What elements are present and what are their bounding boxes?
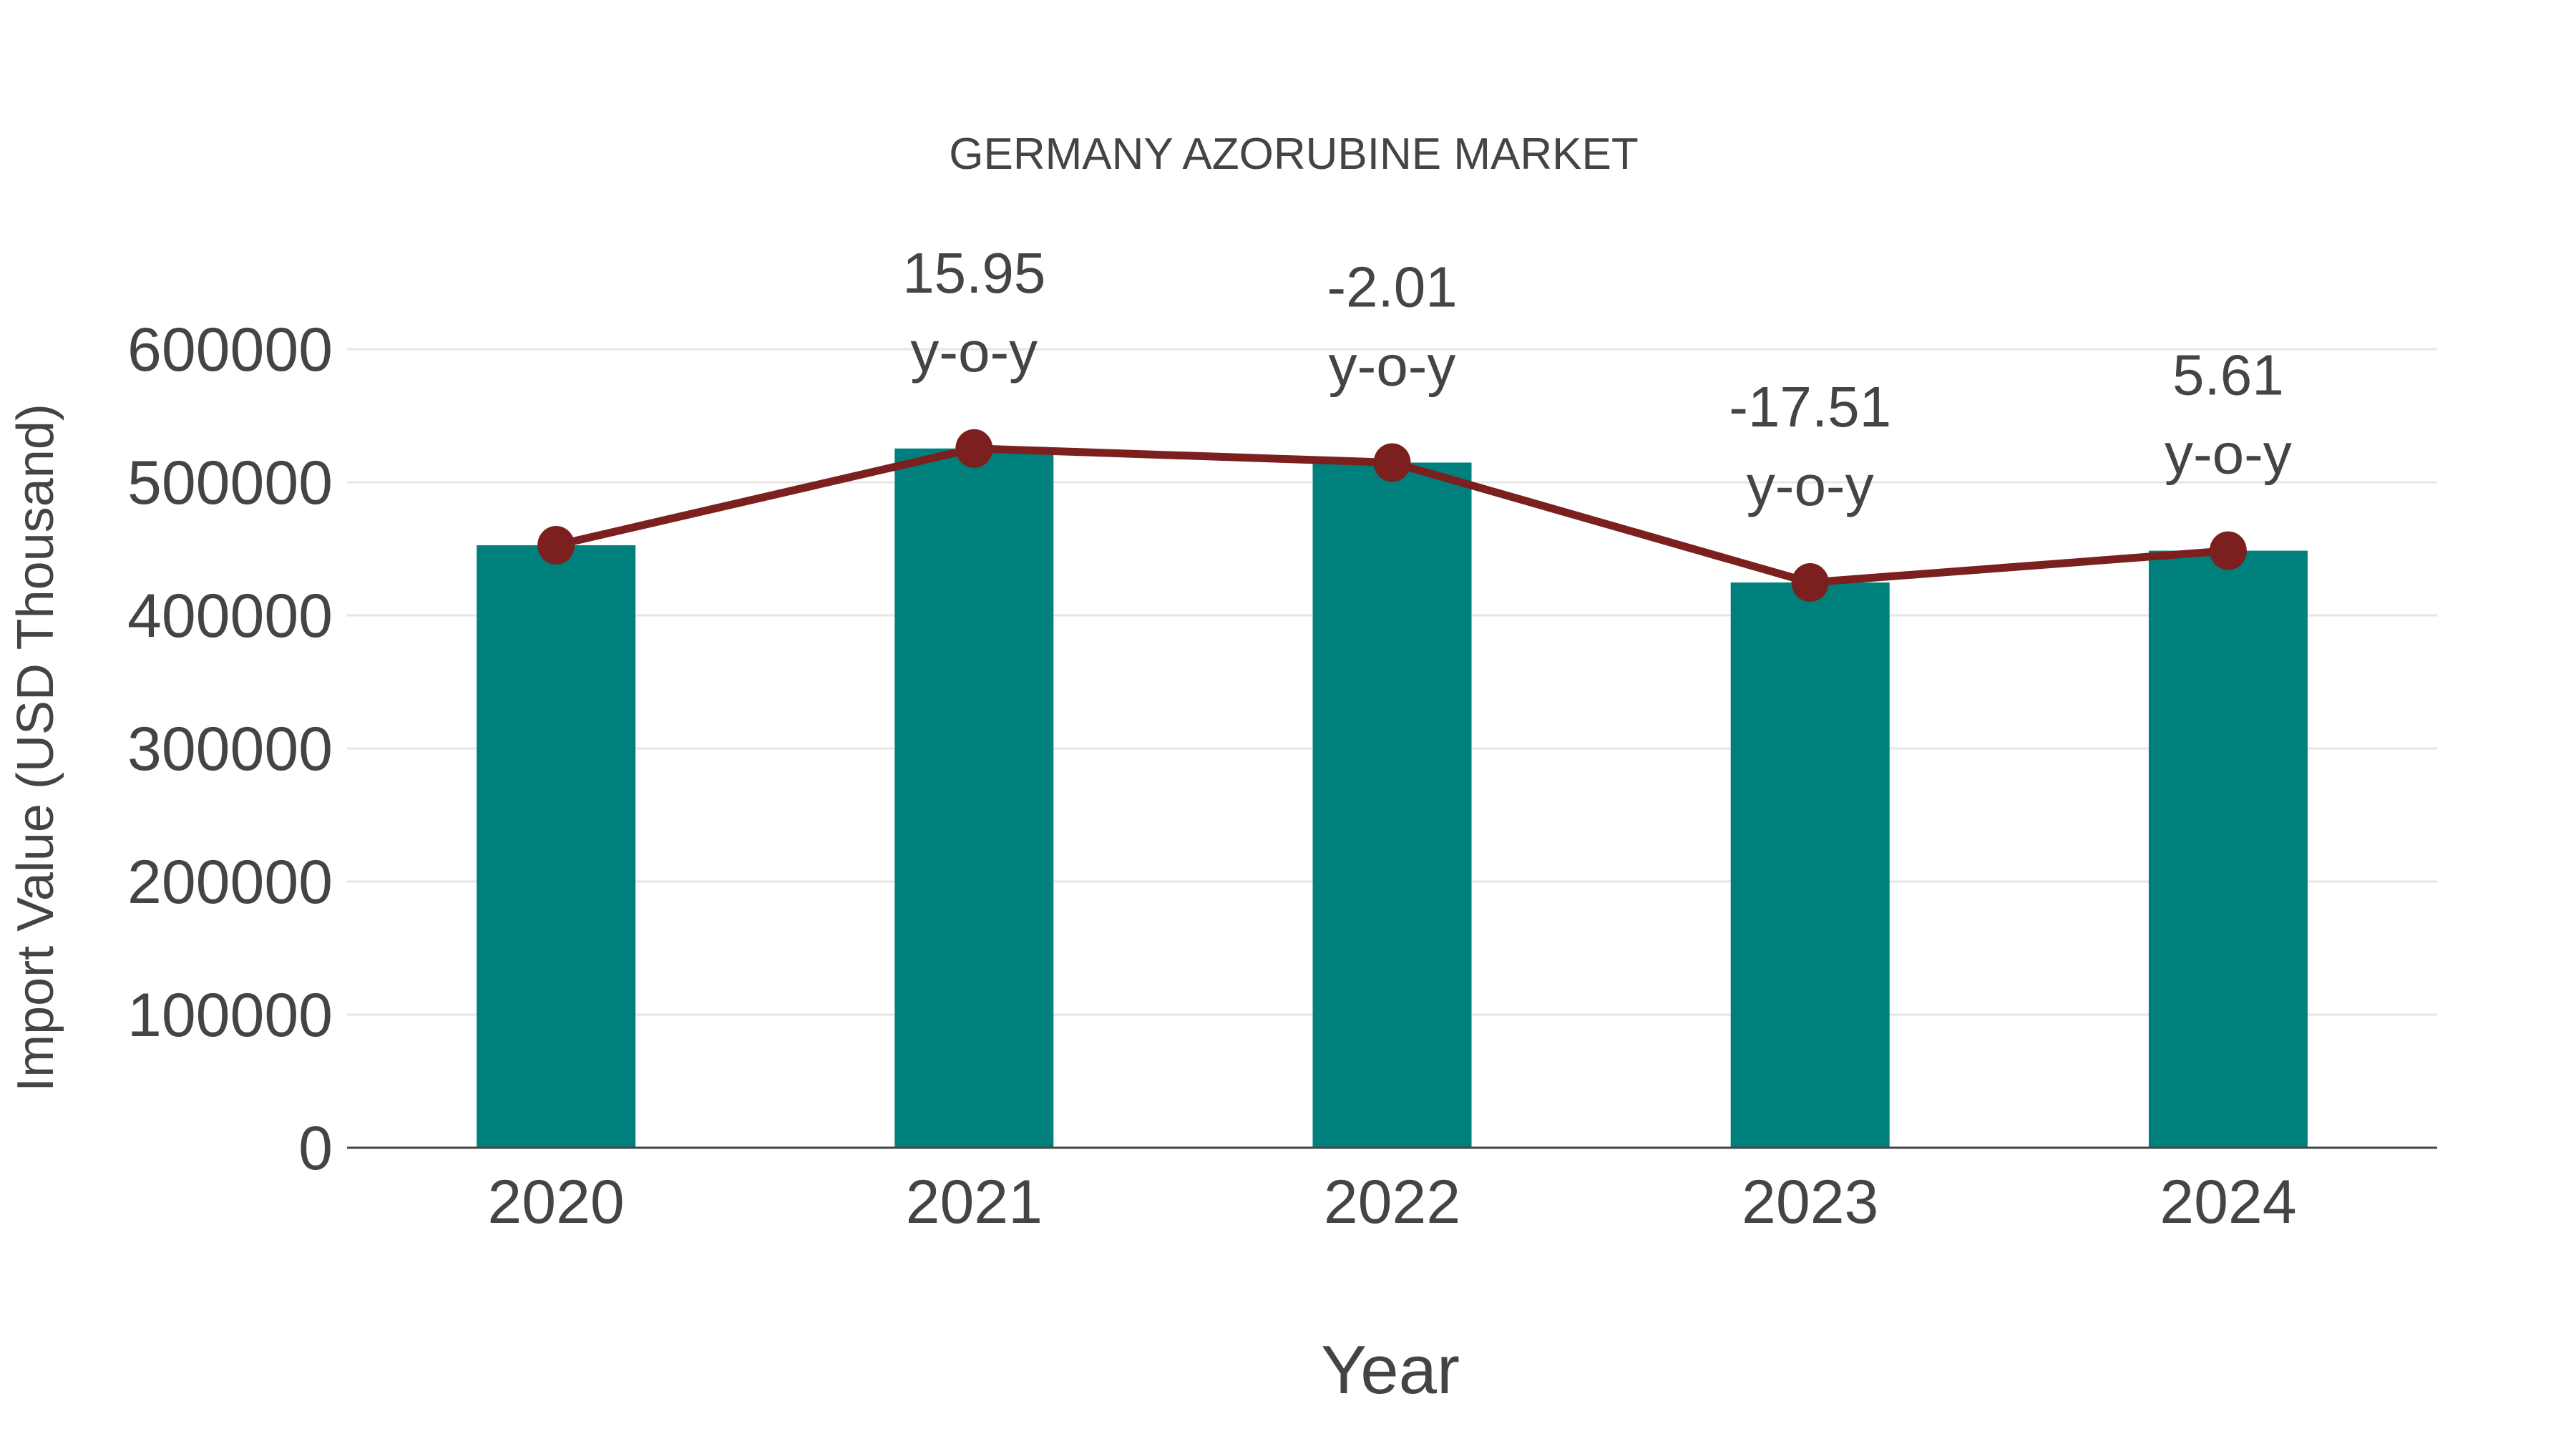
y-tick-label: 600000	[127, 316, 333, 384]
yoy-value: -17.51	[1729, 375, 1891, 439]
yoy-unit: y-o-y	[1329, 333, 1456, 397]
x-axis-ticks: 2020 2021 2022 2023 2024	[487, 1168, 2296, 1236]
yoy-value: 15.95	[902, 241, 1045, 305]
x-tick-label: 2024	[2160, 1168, 2296, 1236]
y-tick-label: 300000	[127, 715, 333, 784]
y-axis-ticks: 0 100000 200000 300000 400000 500000 600000	[127, 316, 333, 1183]
line-marker-2022[interactable]	[1373, 443, 1411, 482]
x-tick-label: 2021	[906, 1168, 1043, 1236]
yoy-unit: y-o-y	[910, 320, 1038, 384]
yoy-value: -2.01	[1327, 255, 1457, 318]
chart-title: GERMANY AZORUBINE MARKET	[949, 130, 1639, 179]
bar-2024[interactable]	[2148, 550, 2308, 1148]
x-tick-label: 2020	[487, 1168, 624, 1236]
y-tick-label: 500000	[127, 449, 333, 517]
bar-series	[477, 448, 2308, 1148]
line-marker-2023[interactable]	[1791, 563, 1829, 602]
y-tick-label: 200000	[127, 848, 333, 917]
line-marker-2020[interactable]	[537, 525, 575, 565]
x-tick-label: 2022	[1324, 1168, 1460, 1236]
y-tick-label: 100000	[127, 981, 333, 1050]
line-marker-2024[interactable]	[2209, 531, 2247, 570]
bar-2022[interactable]	[1312, 462, 1472, 1148]
line-marker-2021[interactable]	[955, 429, 993, 468]
y-tick-label: 0	[298, 1114, 333, 1183]
bar-2023[interactable]	[1730, 582, 1890, 1148]
x-tick-label: 2023	[1742, 1168, 1878, 1236]
yoy-unit: y-o-y	[1747, 454, 1874, 517]
y-tick-label: 400000	[127, 582, 333, 650]
line-series	[537, 429, 2247, 602]
bar-2020[interactable]	[477, 545, 636, 1148]
yoy-value: 5.61	[2172, 343, 2284, 407]
yoy-annotations: 15.95 y-o-y -2.01 y-o-y -17.51 y-o-y 5.61 y-o-y	[902, 241, 2292, 517]
bar-2021[interactable]	[894, 448, 1054, 1148]
yoy-unit: y-o-y	[2165, 422, 2292, 486]
x-axis-title: Year	[1321, 1332, 1460, 1408]
